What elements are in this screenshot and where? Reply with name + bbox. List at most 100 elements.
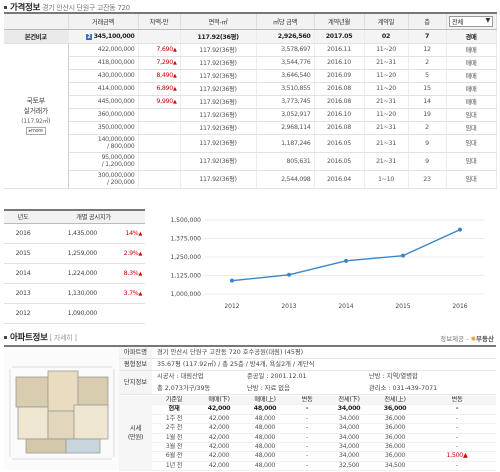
market-jeonse-high: 36,000: [372, 442, 418, 453]
row-ym: 2016.05: [314, 134, 365, 153]
up-arrow-icon: ▲: [172, 99, 177, 105]
market-jeonse-low: 32,500: [326, 461, 372, 472]
row-amount: 300,000,000/ 200,000: [68, 170, 139, 189]
x-tick-label: 2014: [338, 303, 353, 310]
apt-name-row: 아파트명 경기 안산시 단원구 고잔동 720 호수공원(대림) (45평): [119, 347, 496, 359]
apt-heating: 난방 : 지역/열병합: [369, 373, 418, 380]
market-sale-change: -: [288, 404, 326, 415]
row-type: 임대: [446, 108, 497, 122]
official-value: 1,090,000: [42, 303, 100, 324]
up-arrow-icon: ▲: [172, 47, 177, 53]
apt-builder: 시공사 : 대림산업: [157, 373, 204, 380]
apt-parking: 난방 : 자료 없음: [247, 385, 290, 392]
market-jeonse-change: -: [418, 442, 496, 453]
market-jeonse-high: 36,000: [372, 451, 418, 462]
market-jeonse-high: 36,000: [372, 404, 418, 415]
up-arrow-icon: ▲: [172, 86, 177, 92]
market-jeonse-change: -: [418, 414, 496, 425]
market-label: 시세 (만원): [119, 396, 152, 472]
row-ym: 2016.10: [314, 108, 365, 122]
row-day: 21~31: [364, 95, 409, 109]
row-per-m2: 3,578,697: [256, 43, 315, 57]
detail-link[interactable]: [ 자세히 ]: [49, 334, 77, 342]
row-per-m2: 805,631: [256, 152, 315, 171]
row-type: 매매: [446, 69, 497, 83]
apt-completed: 준공일 : 2001.12.01: [247, 373, 307, 380]
official-year: 2013: [4, 283, 42, 304]
row-amount: 350,000,000: [68, 121, 139, 135]
compare-floor: 7: [408, 29, 447, 44]
official-header-year: 년도: [4, 209, 42, 224]
row-area: 117.92(36평): [180, 95, 257, 109]
y-tick-label: 1,000,000: [170, 291, 201, 298]
row-diff: [138, 134, 181, 153]
apt-section-title: 아파트정보[ 자세히 ]: [4, 331, 77, 343]
row-day: 21~31: [364, 121, 409, 135]
apt-households: 총 2,073가구/39동: [157, 385, 211, 392]
up-arrow-icon: ▲: [138, 230, 143, 237]
row-ym: 2016.08: [314, 121, 365, 135]
market-jeonse-change: -: [418, 433, 496, 444]
market-sale-change: -: [288, 442, 326, 453]
official-year: 2012: [4, 303, 42, 324]
row-diff: [138, 121, 181, 135]
market-sale-high: 48,000: [242, 442, 288, 453]
side-label-cell: 국토부 실거래가 (117.92㎡) ▸more: [4, 43, 69, 189]
type-filter-select[interactable]: 전체 ▼: [446, 12, 497, 30]
row-ym: 2016.11: [314, 43, 365, 57]
row-type: 매매: [446, 43, 497, 57]
row-day: 11~20: [364, 82, 409, 96]
price-header-per-m2: ㎡당 금액: [256, 12, 315, 30]
row-type: 임대: [446, 134, 497, 153]
more-button[interactable]: ▸more: [25, 127, 46, 135]
bullet-icon: [4, 6, 7, 9]
market-jeonse-high: 36,000: [372, 433, 418, 444]
market-sale-low: 42,000: [196, 442, 242, 453]
row-floor: 19: [408, 108, 447, 122]
row-day: 11~20: [364, 108, 409, 122]
y-tick-label: 1,250,000: [170, 254, 201, 261]
row-floor: 9: [408, 134, 447, 153]
market-when: 1월 전: [152, 433, 196, 444]
market-sale-low: 42,000: [196, 433, 242, 444]
row-per-m2: 3,052,917: [256, 108, 315, 122]
data-point: [287, 272, 291, 277]
apt-name-label: 아파트명: [119, 347, 152, 358]
row-ym: 2016.09: [314, 69, 365, 83]
row-per-m2: 2,544,098: [256, 170, 315, 189]
price-header-diff: 차액-만: [138, 12, 181, 30]
compare-area: 117.92(36평): [180, 29, 257, 44]
official-row: 2014 1,224,000 8.3%▲: [4, 263, 146, 284]
official-header: 년도 개별 공시지가: [4, 209, 146, 224]
data-point: [230, 278, 234, 283]
price-table: 거래금액 차액-만 면적-㎡ ㎡당 금액 계약년월 계약일 층 전체 ▼ 본건비교…: [4, 12, 497, 189]
row-floor: 14: [408, 95, 447, 109]
official-price-table: 년도 개별 공시지가 2016 1,435,000 14%▲ 2015 1,259…: [4, 209, 146, 324]
official-pct: 3.7%▲: [100, 283, 146, 304]
apt-area-row: 평형정보 35.67평 (117.92㎡) / 총 25층 / 방4개, 욕실2…: [119, 359, 496, 371]
row-per-m2: 3,646,540: [256, 69, 315, 83]
compare-amount: 2 345,100,000: [68, 29, 139, 44]
market-sale-high: 48,000: [242, 414, 288, 425]
up-arrow-icon: ▲: [138, 290, 143, 297]
market-jeonse-low: 34,000: [326, 414, 372, 425]
price-row: 445,000,000 9,990▲ 117.92(36평) 3,773,745 201…: [4, 95, 497, 109]
market-when: 1주 전: [152, 414, 196, 425]
official-year: 2015: [4, 243, 42, 264]
row-amount: 445,000,000: [68, 95, 139, 109]
market-sale-change: -: [288, 423, 326, 434]
price-header-ym: 계약년월: [314, 12, 365, 30]
market-jeonse-change: -: [418, 404, 496, 415]
apt-complex-label: 단지정보: [119, 371, 152, 394]
row-diff: 6,890▲: [138, 82, 181, 96]
price-row: 350,000,000 117.92(36평) 2,968,114 2016.08 21…: [4, 121, 497, 135]
row-floor: 2: [408, 121, 447, 135]
side-label-2: 실거래가: [23, 107, 49, 115]
official-price-chart: 1,500,000 1,375,000 1,250,000 1,125,000 1,00…: [170, 217, 484, 310]
market-sale-low: 42,000: [196, 423, 242, 434]
price-row: 414,000,000 6,890▲ 117.92(36평) 3,510,855 201…: [4, 82, 497, 96]
official-value: 1,224,000: [42, 263, 100, 284]
price-row: 360,000,000 117.92(36평) 3,052,917 2016.10 11…: [4, 108, 497, 122]
market-jeonse-change: -: [418, 423, 496, 434]
row-diff: [138, 170, 181, 189]
